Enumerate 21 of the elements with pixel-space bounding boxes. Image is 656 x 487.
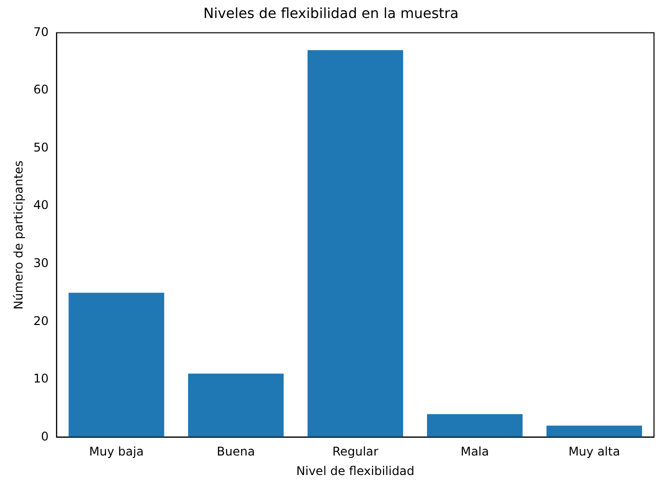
y-tick-label: 50: [33, 140, 49, 154]
y-tick-label: 60: [33, 82, 49, 97]
bar: [68, 292, 164, 438]
y-tick-label: 10: [33, 372, 49, 386]
x-tick-label: Buena: [216, 444, 255, 459]
bar: [546, 426, 642, 438]
bar: [188, 374, 284, 438]
bar: [308, 50, 404, 438]
x-tick-label: Muy baja: [89, 444, 144, 459]
y-tick-label: 0: [41, 429, 49, 444]
y-axis-title: Número de participantes: [11, 160, 26, 310]
x-tick-label: Muy alta: [568, 444, 620, 459]
bar: [427, 414, 523, 438]
x-tick-label: Regular: [332, 444, 378, 459]
chart-title: Niveles de flexibilidad en la muestra: [203, 6, 459, 22]
y-tick-label: 40: [33, 198, 49, 212]
x-axis-title: Nivel de flexibilidad: [296, 464, 414, 478]
y-tick-label: 30: [33, 256, 49, 270]
x-tick-label: Mala: [460, 444, 490, 459]
y-tick-label: 70: [33, 24, 49, 39]
y-tick-label: 20: [33, 314, 49, 328]
